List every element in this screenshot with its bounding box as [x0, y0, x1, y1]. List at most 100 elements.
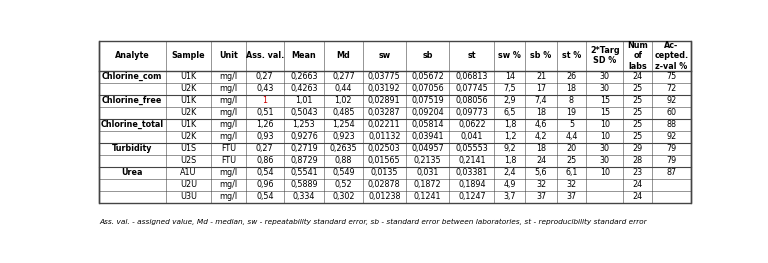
Text: 0,041: 0,041 [461, 132, 483, 141]
Text: 25: 25 [633, 96, 643, 105]
Text: U1K: U1K [180, 120, 197, 129]
Text: Ass. val. - assigned value, Md - median, sw - repeatability standard error, sb -: Ass. val. - assigned value, Md - median,… [99, 219, 647, 225]
Text: 5,6: 5,6 [535, 168, 548, 177]
Text: 1,26: 1,26 [256, 120, 273, 129]
Text: 0,05814: 0,05814 [412, 120, 444, 129]
Text: 0,96: 0,96 [256, 180, 273, 189]
Text: 79: 79 [667, 144, 677, 153]
Text: 19: 19 [567, 108, 577, 117]
Text: 0,5043: 0,5043 [290, 108, 318, 117]
Text: 0,334: 0,334 [293, 192, 315, 201]
Text: 0,1241: 0,1241 [414, 192, 442, 201]
Text: 6,1: 6,1 [565, 168, 578, 177]
Text: A1U: A1U [180, 168, 197, 177]
Text: U1K: U1K [180, 96, 197, 105]
Text: 0,02503: 0,02503 [368, 144, 401, 153]
Text: Ac-
cepted.
z-val %: Ac- cepted. z-val % [654, 41, 688, 70]
Text: 0,03287: 0,03287 [368, 108, 401, 117]
Text: 18: 18 [536, 108, 546, 117]
Text: 24: 24 [633, 180, 643, 189]
Text: 5: 5 [569, 120, 574, 129]
Text: 0,2635: 0,2635 [329, 144, 357, 153]
Text: 25: 25 [633, 108, 643, 117]
Text: 0,5889: 0,5889 [290, 180, 318, 189]
Text: mg/l: mg/l [220, 180, 237, 189]
Text: mg/l: mg/l [220, 168, 237, 177]
Text: 24: 24 [536, 156, 546, 165]
Text: 0,44: 0,44 [335, 84, 352, 93]
Text: 25: 25 [633, 132, 643, 141]
Text: 0,1872: 0,1872 [414, 180, 442, 189]
Text: U1S: U1S [180, 144, 197, 153]
Text: 7,4: 7,4 [535, 96, 548, 105]
Text: 0,9276: 0,9276 [290, 132, 318, 141]
Text: mg/l: mg/l [220, 132, 237, 141]
Text: 0,485: 0,485 [332, 108, 355, 117]
Text: 0,86: 0,86 [256, 156, 273, 165]
Text: 24: 24 [633, 192, 643, 201]
Text: 4,6: 4,6 [535, 120, 548, 129]
Text: 0,031: 0,031 [416, 168, 439, 177]
Text: mg/l: mg/l [220, 72, 237, 81]
Text: 0,302: 0,302 [332, 192, 355, 201]
Text: 1,8: 1,8 [504, 120, 516, 129]
Text: 0,1247: 0,1247 [458, 192, 485, 201]
Text: 0,01238: 0,01238 [368, 192, 401, 201]
Text: 18: 18 [567, 84, 577, 93]
Text: 4,4: 4,4 [565, 132, 578, 141]
Text: 30: 30 [600, 72, 610, 81]
Text: Sample: Sample [171, 51, 205, 60]
Text: 1,254: 1,254 [332, 120, 355, 129]
Text: 0,1894: 0,1894 [458, 180, 485, 189]
Text: 0,09204: 0,09204 [412, 108, 444, 117]
Text: 30: 30 [600, 156, 610, 165]
Text: 0,88: 0,88 [335, 156, 352, 165]
Text: 23: 23 [633, 168, 643, 177]
Text: st: st [468, 51, 476, 60]
Text: Chlorine_total: Chlorine_total [101, 120, 164, 129]
Text: U3U: U3U [180, 192, 197, 201]
Text: 24: 24 [633, 72, 643, 81]
Text: 17: 17 [536, 84, 546, 93]
Text: Unit: Unit [219, 51, 238, 60]
Text: mg/l: mg/l [220, 108, 237, 117]
Text: 0,52: 0,52 [335, 180, 353, 189]
Text: Mean: Mean [292, 51, 316, 60]
Text: 0,01132: 0,01132 [368, 132, 401, 141]
Text: 32: 32 [567, 180, 577, 189]
Text: 29: 29 [633, 144, 643, 153]
Text: 18: 18 [536, 144, 546, 153]
Text: 10: 10 [600, 168, 610, 177]
Text: st %: st % [562, 51, 581, 60]
Text: 60: 60 [667, 108, 677, 117]
Text: 0,27: 0,27 [256, 72, 273, 81]
Text: 15: 15 [600, 108, 610, 117]
Text: 26: 26 [567, 72, 577, 81]
Text: 0,02878: 0,02878 [368, 180, 401, 189]
Text: mg/l: mg/l [220, 84, 237, 93]
Text: 30: 30 [600, 84, 610, 93]
Text: 0,2663: 0,2663 [290, 72, 318, 81]
Text: 0,93: 0,93 [256, 132, 273, 141]
Text: 0,0622: 0,0622 [458, 120, 485, 129]
Text: Urea: Urea [121, 168, 143, 177]
Text: 21: 21 [536, 72, 546, 81]
Text: sb %: sb % [531, 51, 551, 60]
Text: 0,07056: 0,07056 [412, 84, 444, 93]
Text: 25: 25 [566, 156, 577, 165]
Text: 1,253: 1,253 [293, 120, 315, 129]
Text: 3,7: 3,7 [504, 192, 516, 201]
Text: 0,8729: 0,8729 [290, 156, 318, 165]
Text: U2K: U2K [180, 84, 197, 93]
Text: 37: 37 [536, 192, 546, 201]
Text: 0,2141: 0,2141 [458, 156, 485, 165]
Text: 88: 88 [667, 120, 677, 129]
Text: 72: 72 [667, 84, 677, 93]
Text: FTU: FTU [221, 156, 237, 165]
Text: 0,03192: 0,03192 [368, 84, 401, 93]
Text: 0,27: 0,27 [256, 144, 273, 153]
Text: 0,05553: 0,05553 [455, 144, 488, 153]
Text: 0,09773: 0,09773 [455, 108, 488, 117]
Text: Analyte: Analyte [115, 51, 150, 60]
Text: 0,923: 0,923 [332, 132, 355, 141]
